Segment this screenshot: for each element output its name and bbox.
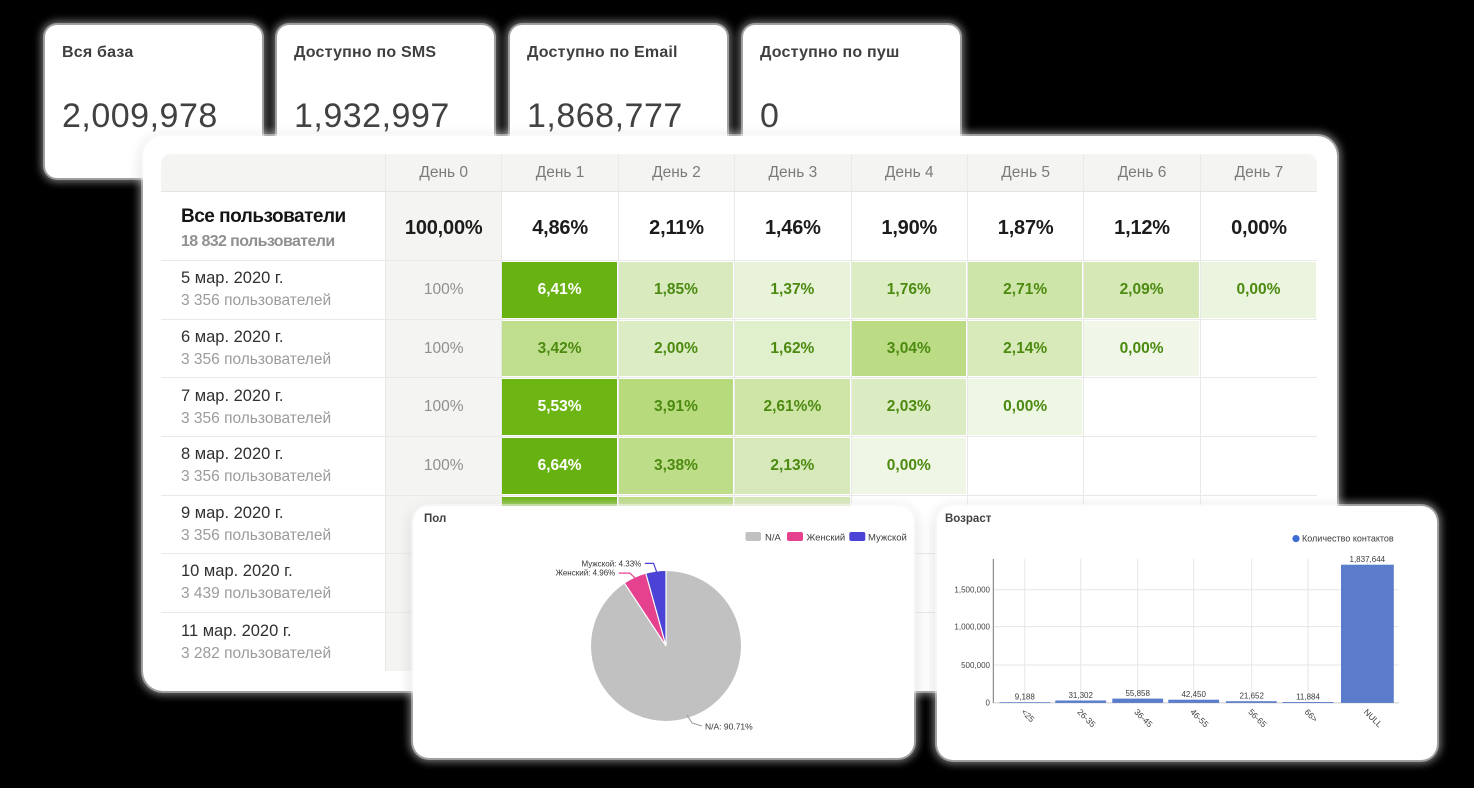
svg-text:Женский: Женский: [807, 533, 846, 544]
svg-text:0: 0: [986, 699, 991, 708]
svg-text:Количество контактов: Количество контактов: [1302, 534, 1394, 544]
svg-text:55,858: 55,858: [1125, 689, 1150, 698]
svg-text:<25: <25: [1019, 707, 1036, 724]
svg-text:N/A: 90.71%: N/A: 90.71%: [705, 722, 753, 732]
svg-text:Мужской: Мужской: [868, 533, 907, 544]
svg-text:N/A: N/A: [765, 533, 782, 544]
svg-text:NULL: NULL: [1362, 707, 1385, 730]
svg-text:1,000,000: 1,000,000: [954, 622, 990, 631]
svg-text:9,188: 9,188: [1015, 693, 1036, 702]
svg-text:1,500,000: 1,500,000: [954, 586, 990, 595]
svg-text:66>: 66>: [1303, 707, 1320, 724]
svg-text:42,450: 42,450: [1181, 690, 1206, 699]
svg-text:Мужской: 4.33%: Мужской: 4.33%: [581, 560, 641, 569]
svg-text:Женский: 4.96%: Женский: 4.96%: [556, 568, 616, 577]
svg-text:500,000: 500,000: [961, 661, 990, 670]
svg-text:31,302: 31,302: [1068, 691, 1093, 700]
svg-text:1,837,644: 1,837,644: [1350, 555, 1386, 564]
svg-text:11,884: 11,884: [1296, 693, 1320, 702]
svg-text:36-45: 36-45: [1132, 707, 1155, 730]
svg-text:56-65: 56-65: [1246, 707, 1269, 730]
svg-text:21,652: 21,652: [1239, 692, 1264, 701]
svg-text:46-55: 46-55: [1188, 707, 1211, 730]
svg-text:26-35: 26-35: [1075, 707, 1098, 730]
